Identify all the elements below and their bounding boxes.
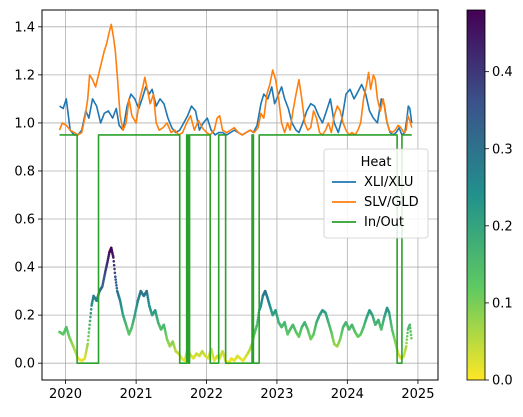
heat-point	[89, 315, 92, 319]
heat-point	[87, 334, 90, 338]
y-tick-label: 0.4	[14, 261, 35, 276]
colorbar-gradient	[466, 9, 486, 381]
heat-point	[91, 300, 94, 303]
x-tick-label: 2025	[401, 387, 434, 402]
heat-point	[86, 342, 90, 346]
heat-point	[113, 271, 117, 275]
heat-point	[107, 255, 110, 258]
colorbar-tick-label: 0.1	[492, 296, 513, 311]
plot-frame	[41, 9, 439, 381]
heat-scatter-series	[58, 246, 413, 365]
y-tick-label: 0.8	[14, 164, 35, 179]
heat-point	[408, 326, 412, 330]
heat-point	[404, 345, 408, 348]
heat-point	[409, 333, 413, 337]
legend-entry: SLV/GLD	[364, 195, 419, 210]
colorbar-tick-label: 0.4	[492, 65, 513, 80]
axes: 0.0 0.2 0.4 0.6 0.8 1.0 1.2 1.4 2020 2021 2022 2023…	[14, 20, 434, 402]
heat-point	[387, 311, 391, 315]
x-tick-label: 2023	[260, 387, 293, 402]
y-tick-label: 1.0	[14, 116, 35, 131]
heat-point	[89, 311, 93, 315]
heat-point	[112, 263, 116, 267]
heat-point	[112, 256, 115, 259]
heat-point	[112, 260, 116, 263]
colorbar-tick-label: 0.2	[492, 219, 513, 234]
y-tick-label: 0.2	[14, 309, 35, 324]
heat-point	[147, 300, 150, 303]
legend-title: Heat	[361, 155, 392, 170]
heat-point	[89, 308, 93, 311]
heat-point	[260, 300, 264, 303]
plot-area	[58, 23, 413, 365]
heat-point	[147, 302, 151, 305]
heat-point	[255, 323, 259, 327]
series-line-in-out	[59, 134, 412, 364]
heat-point	[390, 326, 394, 329]
legend-entry: In/Out	[364, 215, 404, 230]
heat-point	[388, 313, 391, 317]
y-tick-label: 1.2	[14, 68, 35, 83]
x-tick-label: 2020	[49, 387, 82, 402]
colorbar-tick-label: 0.3	[492, 142, 513, 157]
heat-point	[405, 341, 408, 345]
x-tick-label: 2021	[120, 387, 153, 402]
heat-point	[408, 323, 412, 327]
heat-point	[390, 324, 393, 327]
heat-point	[145, 289, 149, 293]
heat-point	[88, 319, 92, 323]
y-tick-label: 1.4	[14, 20, 35, 35]
heat-point	[88, 323, 91, 327]
heat-point	[115, 286, 119, 290]
heat-point	[405, 338, 409, 341]
colorbar: 0.0 0.1 0.2 0.3 0.4	[466, 9, 513, 389]
heat-point	[114, 275, 117, 278]
heat-point	[114, 281, 118, 284]
legend-box	[323, 148, 429, 239]
heat-point	[87, 331, 91, 334]
heat-point	[405, 334, 409, 338]
heat-point	[114, 278, 117, 281]
heat-point	[86, 338, 90, 342]
heat-point	[409, 330, 412, 333]
heat-point	[256, 321, 259, 324]
y-tick-label: 0.0	[14, 357, 35, 372]
heat-point	[410, 336, 413, 340]
heat-point	[146, 295, 150, 299]
heat-point	[389, 321, 393, 325]
heat-point	[388, 315, 392, 319]
colorbar-tick-label: 0.0	[492, 374, 513, 389]
heat-point	[87, 327, 91, 330]
heat-point	[113, 267, 116, 271]
heat-point	[146, 293, 149, 297]
heat-point	[115, 284, 118, 287]
heat-point	[388, 317, 392, 321]
x-tick-label: 2024	[331, 387, 364, 402]
legend-entry: XLI/XLU	[364, 175, 413, 190]
x-tick-label: 2022	[190, 387, 223, 402]
heat-point	[406, 331, 409, 335]
legend: Heat XLI/XLU SLV/GLD In/Out	[323, 148, 429, 239]
heat-point	[146, 298, 150, 301]
heat-point	[389, 319, 392, 323]
y-tick-label: 0.6	[14, 213, 35, 228]
series-line-slv-gld	[58, 23, 413, 136]
heat-point	[145, 291, 149, 295]
